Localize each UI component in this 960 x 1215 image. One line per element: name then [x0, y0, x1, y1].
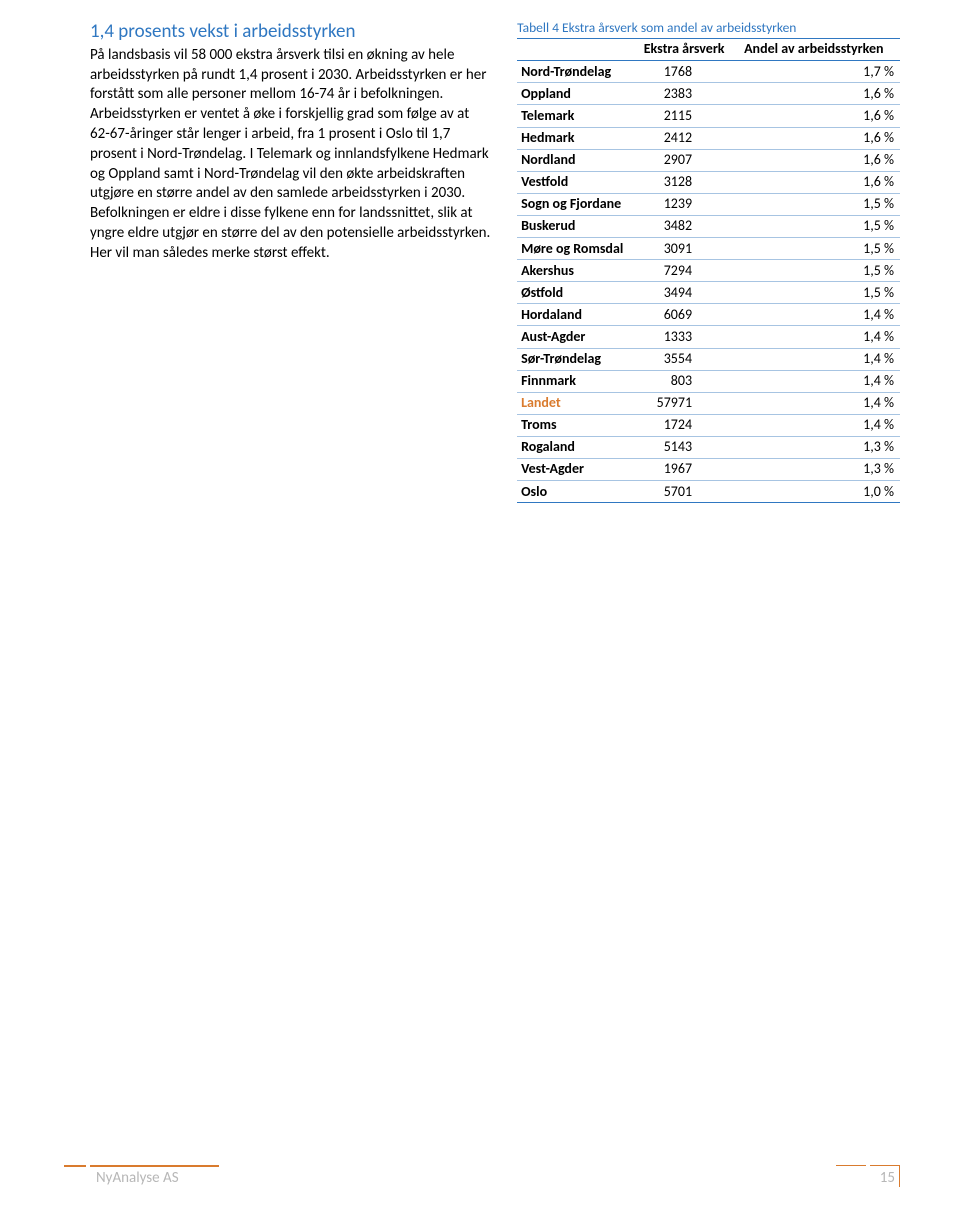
cell-percent: 1,5 %: [732, 260, 900, 282]
cell-value: 2383: [636, 83, 732, 105]
cell-percent: 1,4 %: [732, 414, 900, 436]
cell-region: Finnmark: [517, 370, 636, 392]
cell-value: 5701: [636, 481, 732, 503]
table-row: Buskerud34821,5 %: [517, 215, 900, 237]
cell-value: 3128: [636, 171, 732, 193]
cell-region: Aust-Agder: [517, 326, 636, 348]
cell-percent: 1,5 %: [732, 193, 900, 215]
cell-region: Sogn og Fjordane: [517, 193, 636, 215]
cell-percent: 1,4 %: [732, 304, 900, 326]
cell-value: 1967: [636, 458, 732, 480]
section-heading: 1,4 prosents vekst i arbeidsstyrken: [90, 20, 492, 44]
table-row: Landet579711,4 %: [517, 392, 900, 414]
cell-region: Oppland: [517, 83, 636, 105]
cell-value: 7294: [636, 260, 732, 282]
cell-percent: 1,6 %: [732, 105, 900, 127]
cell-value: 6069: [636, 304, 732, 326]
cell-percent: 1,4 %: [732, 392, 900, 414]
table-caption: Tabell 4 Ekstra årsverk som andel av arb…: [517, 20, 900, 36]
page-number: 15: [870, 1165, 900, 1187]
table-row: Aust-Agder13331,4 %: [517, 326, 900, 348]
cell-region: Vest-Agder: [517, 458, 636, 480]
table-row: Nord-Trøndelag17681,7 %: [517, 61, 900, 83]
cell-value: 3091: [636, 238, 732, 260]
cell-value: 2412: [636, 127, 732, 149]
cell-region: Troms: [517, 414, 636, 436]
cell-percent: 1,3 %: [732, 436, 900, 458]
cell-region: Østfold: [517, 282, 636, 304]
cell-region: Rogaland: [517, 436, 636, 458]
table-row: Akershus72941,5 %: [517, 260, 900, 282]
cell-percent: 1,6 %: [732, 171, 900, 193]
cell-value: 1239: [636, 193, 732, 215]
left-column: 1,4 prosents vekst i arbeidsstyrken På l…: [90, 20, 497, 503]
table-row: Vest-Agder19671,3 %: [517, 458, 900, 480]
page-content: 1,4 prosents vekst i arbeidsstyrken På l…: [0, 0, 960, 503]
page-footer: NyAnalyse AS 15: [90, 1165, 900, 1187]
footer-org-label: NyAnalyse AS: [90, 1165, 219, 1187]
table-row: Vestfold31281,6 %: [517, 171, 900, 193]
footer-left: NyAnalyse AS: [90, 1165, 219, 1187]
cell-region: Telemark: [517, 105, 636, 127]
cell-percent: 1,4 %: [732, 348, 900, 370]
table-row: Hedmark24121,6 %: [517, 127, 900, 149]
cell-region: Hordaland: [517, 304, 636, 326]
table-row: Hordaland60691,4 %: [517, 304, 900, 326]
table-row: Sør-Trøndelag35541,4 %: [517, 348, 900, 370]
cell-region: Sør-Trøndelag: [517, 348, 636, 370]
cell-percent: 1,4 %: [732, 326, 900, 348]
cell-percent: 1,5 %: [732, 215, 900, 237]
cell-region: Vestfold: [517, 171, 636, 193]
col-header-andel: Andel av arbeidsstyrken: [732, 39, 900, 61]
table-body: Nord-Trøndelag17681,7 %Oppland23831,6 %T…: [517, 61, 900, 503]
cell-value: 3482: [636, 215, 732, 237]
cell-percent: 1,6 %: [732, 83, 900, 105]
cell-value: 57971: [636, 392, 732, 414]
cell-region: Nordland: [517, 149, 636, 171]
cell-percent: 1,5 %: [732, 282, 900, 304]
right-column: Tabell 4 Ekstra årsverk som andel av arb…: [517, 20, 900, 503]
cell-value: 2115: [636, 105, 732, 127]
body-paragraph: På landsbasis vil 58 000 ekstra årsverk …: [90, 46, 492, 264]
cell-region: Akershus: [517, 260, 636, 282]
cell-percent: 1,0 %: [732, 481, 900, 503]
cell-percent: 1,3 %: [732, 458, 900, 480]
table-row: Østfold34941,5 %: [517, 282, 900, 304]
table-row: Sogn og Fjordane12391,5 %: [517, 193, 900, 215]
cell-value: 803: [636, 370, 732, 392]
cell-percent: 1,5 %: [732, 238, 900, 260]
col-header-region: [517, 39, 636, 61]
table-row: Rogaland51431,3 %: [517, 436, 900, 458]
cell-region: Landet: [517, 392, 636, 414]
cell-value: 3494: [636, 282, 732, 304]
table-row: Oslo57011,0 %: [517, 481, 900, 503]
cell-value: 1333: [636, 326, 732, 348]
cell-percent: 1,7 %: [732, 61, 900, 83]
table-row: Troms17241,4 %: [517, 414, 900, 436]
cell-region: Oslo: [517, 481, 636, 503]
cell-value: 1724: [636, 414, 732, 436]
table-row: Telemark21151,6 %: [517, 105, 900, 127]
col-header-ekstra: Ekstra årsverk: [636, 39, 732, 61]
cell-region: Buskerud: [517, 215, 636, 237]
cell-percent: 1,6 %: [732, 127, 900, 149]
cell-value: 1768: [636, 61, 732, 83]
data-table: Ekstra årsverk Andel av arbeidsstyrken N…: [517, 38, 900, 503]
cell-value: 2907: [636, 149, 732, 171]
cell-value: 5143: [636, 436, 732, 458]
table-row: Møre og Romsdal30911,5 %: [517, 238, 900, 260]
cell-region: Hedmark: [517, 127, 636, 149]
table-header-row: Ekstra årsverk Andel av arbeidsstyrken: [517, 39, 900, 61]
cell-region: Nord-Trøndelag: [517, 61, 636, 83]
table-row: Oppland23831,6 %: [517, 83, 900, 105]
cell-value: 3554: [636, 348, 732, 370]
cell-region: Møre og Romsdal: [517, 238, 636, 260]
cell-percent: 1,4 %: [732, 370, 900, 392]
cell-percent: 1,6 %: [732, 149, 900, 171]
table-row: Finnmark8031,4 %: [517, 370, 900, 392]
table-row: Nordland29071,6 %: [517, 149, 900, 171]
